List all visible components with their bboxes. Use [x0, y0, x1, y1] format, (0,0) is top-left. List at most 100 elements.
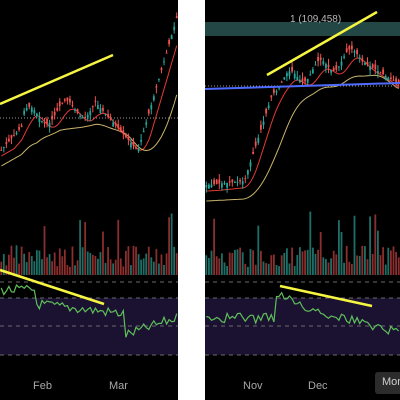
candle-body: [46, 118, 48, 124]
volume-bar: [233, 249, 236, 275]
candle-body: [207, 184, 210, 189]
volume-bar: [13, 257, 15, 275]
volume-bar: [363, 246, 366, 275]
volume-bar: [270, 255, 273, 275]
volume-bar: [345, 245, 348, 275]
volume-bar: [18, 263, 20, 275]
volume-bar: [298, 247, 301, 275]
candle-body: [107, 114, 109, 117]
volume-bar: [275, 265, 278, 275]
volume-bar: [309, 211, 312, 275]
candle-body: [155, 86, 158, 88]
volume-bar: [397, 257, 400, 275]
volume-bar: [280, 255, 283, 275]
candle-body: [322, 61, 325, 65]
volume-bar: [122, 266, 125, 275]
volume-bar: [376, 230, 379, 275]
volume-bar: [207, 258, 210, 275]
volume-bar: [79, 220, 81, 275]
volume-bar: [155, 249, 158, 275]
oscillator-trendline: [279, 284, 373, 308]
candle-body: [71, 105, 74, 107]
candle-body: [272, 89, 275, 93]
volume-bar: [97, 258, 99, 275]
volume-bar: [384, 264, 387, 275]
volume-bar: [56, 266, 59, 275]
volume-bar: [262, 261, 265, 275]
volume-bar: [137, 254, 140, 275]
volume-bar: [382, 247, 385, 275]
volume-bar: [278, 266, 281, 275]
candle-body: [127, 137, 130, 140]
candle-body: [301, 78, 304, 82]
right-gridlines: [205, 85, 400, 356]
volume-bar: [23, 253, 26, 275]
volume-bar: [205, 255, 208, 275]
volume-bar: [389, 250, 392, 275]
candle-body: [112, 122, 115, 127]
candle-body: [20, 125, 23, 127]
candle-body: [86, 114, 89, 119]
candle-body: [252, 151, 255, 155]
candle-body: [33, 110, 36, 114]
left-oscillator: [0, 284, 178, 338]
candle-body: [306, 78, 309, 83]
candle-body: [122, 130, 125, 135]
candle-body: [43, 122, 46, 124]
volume-bar: [8, 254, 10, 275]
candle-body: [213, 179, 216, 185]
right-x-tick-mon: Mon: [382, 376, 400, 388]
volume-bar: [350, 263, 353, 275]
volume-bar: [257, 225, 260, 275]
candle-body: [168, 39, 170, 45]
candle-body: [163, 61, 165, 63]
candle-body: [56, 107, 59, 111]
volume-bar: [340, 231, 343, 275]
volume-bar: [58, 248, 61, 275]
volume-bar: [142, 258, 145, 275]
volume-bar: [335, 254, 338, 275]
candle-body: [66, 97, 69, 101]
candle-body: [395, 78, 398, 83]
ma-fast-line: [1, 45, 178, 157]
candle-body: [61, 102, 64, 104]
candle-body: [257, 137, 260, 143]
volume-bar: [220, 253, 223, 275]
candle-body: [314, 64, 317, 66]
candle-body: [236, 181, 239, 183]
volume-bar: [132, 245, 135, 275]
candle-body: [371, 64, 374, 68]
candle-body: [366, 61, 369, 65]
volume-bar: [314, 253, 317, 275]
volume-bar: [317, 249, 320, 275]
candle-body: [278, 87, 281, 89]
candle-body: [210, 184, 213, 188]
candle-body: [175, 16, 178, 18]
candle-body: [114, 122, 117, 126]
candle-body: [376, 71, 379, 74]
volume-bar: [369, 216, 372, 275]
candle-body: [53, 111, 56, 116]
volume-bar: [15, 245, 18, 275]
candle-body: [170, 35, 173, 40]
candle-body: [165, 52, 168, 54]
oscillator-line: [0, 284, 178, 338]
candle-body: [262, 121, 265, 125]
volume-bar: [348, 261, 351, 275]
volume-bar: [249, 249, 252, 275]
candle-body: [288, 71, 291, 76]
candle-body: [23, 110, 26, 115]
volume-bar: [241, 252, 244, 275]
volume-bar: [48, 254, 51, 275]
volume-bar: [38, 250, 41, 275]
candle-body: [309, 74, 312, 76]
volume-bar: [366, 259, 369, 275]
left-moving-averages: [1, 45, 178, 167]
candle-body: [345, 48, 348, 53]
candle-body: [220, 183, 223, 188]
volume-bar: [374, 214, 377, 275]
candle-body: [81, 117, 84, 119]
candle-body: [275, 91, 278, 93]
candle-body: [160, 68, 163, 71]
candle-body: [109, 118, 112, 120]
